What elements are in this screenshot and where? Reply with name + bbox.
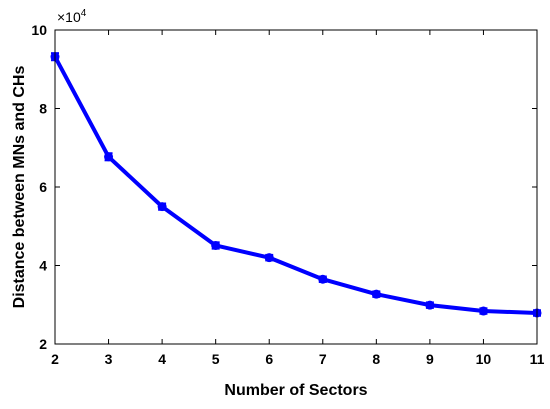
x-tick-label: 5	[212, 351, 220, 367]
x-tick-label: 7	[319, 351, 327, 367]
data-point	[478, 306, 488, 316]
y-tick-label: 4	[39, 258, 47, 274]
data-point	[318, 274, 328, 284]
y-axis: 2 4 6 8 10	[31, 22, 537, 352]
x-axis-label: Number of Sectors	[224, 382, 367, 399]
data-point	[157, 202, 167, 212]
data-point	[371, 289, 381, 299]
y-tick-label: 8	[39, 101, 47, 117]
data-point	[211, 240, 221, 250]
data-point	[104, 152, 114, 162]
x-tick-label: 4	[158, 351, 166, 367]
x-tick-label: 6	[265, 351, 273, 367]
y-tick-label: 6	[39, 179, 47, 195]
x-tick-label: 8	[372, 351, 380, 367]
data-point	[425, 300, 435, 310]
x-tick-label: 2	[51, 351, 59, 367]
y-tick-label: 10	[31, 22, 47, 38]
data-point	[264, 253, 274, 263]
series-line	[53, 54, 539, 315]
data-marks	[50, 52, 542, 318]
y-tick-label: 2	[39, 336, 47, 352]
y-axis-exponent: ×104	[57, 8, 87, 25]
x-tick-label: 10	[476, 351, 492, 367]
x-tick-label: 11	[530, 351, 545, 367]
y-axis-label: Distance between MNs and CHs	[11, 66, 28, 309]
x-tick-label: 9	[426, 351, 434, 367]
x-tick-label: 3	[105, 351, 113, 367]
x-axis: 2 3 4 5 6 7 8 9 10 11	[51, 30, 545, 367]
